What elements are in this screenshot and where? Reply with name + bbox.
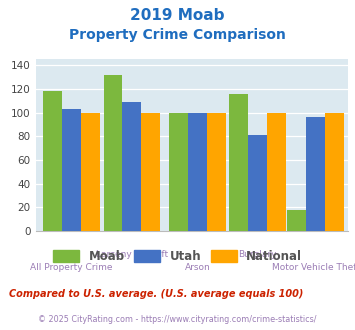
Bar — [267, 113, 286, 231]
Text: Larceny & Theft: Larceny & Theft — [96, 250, 168, 259]
Bar — [188, 113, 207, 231]
Text: 2019 Moab: 2019 Moab — [130, 8, 225, 23]
Text: Motor Vehicle Theft: Motor Vehicle Theft — [272, 263, 355, 272]
Text: Arson: Arson — [185, 263, 210, 272]
Bar — [248, 135, 267, 231]
Bar — [169, 113, 188, 231]
Bar — [81, 113, 100, 231]
Text: Burglary: Burglary — [238, 250, 277, 259]
Bar — [325, 113, 344, 231]
Bar — [62, 109, 81, 231]
Text: Property Crime Comparison: Property Crime Comparison — [69, 28, 286, 42]
Legend: Moab, Utah, National: Moab, Utah, National — [53, 250, 302, 263]
Bar — [229, 94, 248, 231]
Bar — [306, 117, 325, 231]
Bar — [122, 102, 141, 231]
Text: All Property Crime: All Property Crime — [31, 263, 113, 272]
Bar — [104, 75, 122, 231]
Text: © 2025 CityRating.com - https://www.cityrating.com/crime-statistics/: © 2025 CityRating.com - https://www.city… — [38, 315, 317, 324]
Text: Compared to U.S. average. (U.S. average equals 100): Compared to U.S. average. (U.S. average … — [9, 289, 303, 299]
Bar — [43, 91, 62, 231]
Bar — [207, 113, 225, 231]
Bar — [287, 210, 306, 231]
Bar — [141, 113, 160, 231]
